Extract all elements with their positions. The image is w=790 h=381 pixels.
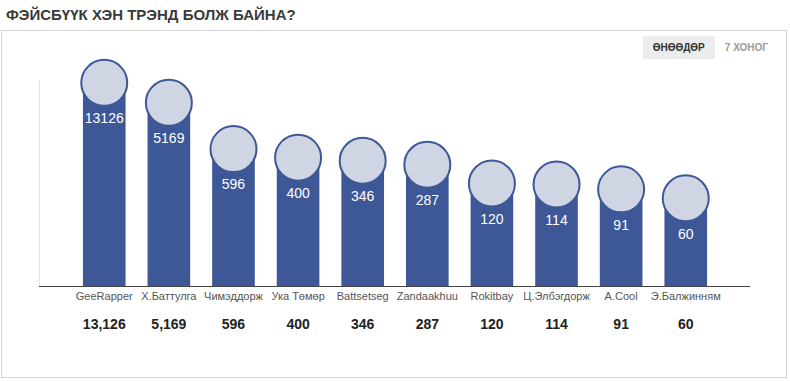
svg-text:Rokitbay120: Rokitbay120 — [471, 290, 514, 332]
html-text:ӨНӨӨДӨР: ӨНӨӨДӨР — [652, 42, 705, 53]
svg-text:Э.Балжинням60: Э.Балжинням60 — [651, 290, 721, 332]
svg-text:346: 346 — [351, 188, 375, 204]
svg-text:60: 60 — [678, 226, 694, 242]
svg-text:5169: 5169 — [153, 130, 184, 146]
svg-text:287: 287 — [416, 192, 440, 208]
svg-text:Zandaakhuu287: Zandaakhuu287 — [397, 290, 458, 332]
svg-text:Х.Баттулга5,169: Х.Баттулга5,169 — [141, 290, 197, 332]
svg-text:91: 91 — [613, 217, 629, 233]
svg-text:400: 400 — [286, 185, 310, 201]
svg-text:Чимэддорж596: Чимэддорж596 — [204, 290, 263, 332]
svg-text:596: 596 — [222, 176, 246, 192]
svg-text:Ц.Элбэгдорж114: Ц.Элбэгдорж114 — [523, 290, 590, 332]
svg-text:GeeRapper13,126: GeeRapper13,126 — [76, 290, 133, 332]
svg-text:Battsetseg346: Battsetseg346 — [337, 290, 389, 332]
svg-text:114: 114 — [545, 212, 568, 228]
svg-text:Ука Төмөр400: Ука Төмөр400 — [271, 290, 324, 332]
svg-text:A.Cool91: A.Cool91 — [605, 290, 638, 332]
svg-text:13126: 13126 — [85, 110, 124, 126]
svg-text:120: 120 — [480, 211, 504, 227]
html-text:7 ХОНОГ: 7 ХОНОГ — [724, 42, 768, 53]
html-text:ФЭЙСБҮҮК ХЭН ТРЭНД БОЛЖ БАЙНА?: ФЭЙСБҮҮК ХЭН ТРЭНД БОЛЖ БАЙНА? — [6, 6, 296, 23]
